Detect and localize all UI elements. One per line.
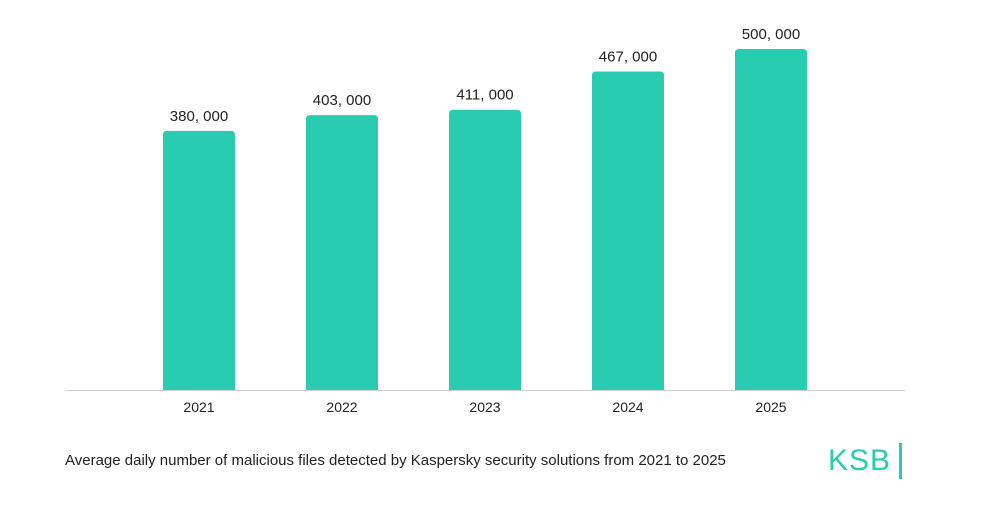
bar [163, 130, 235, 390]
x-tick-label: 2022 [326, 399, 357, 415]
bar-value-label: 411, 000 [456, 87, 513, 104]
bar-value-label: 500, 000 [742, 26, 800, 43]
bar [306, 115, 378, 391]
x-tick-label: 2023 [469, 399, 500, 415]
value-labels-group: 380, 000 403, 000 411, 000 467, 000 500, 000 [170, 26, 800, 125]
bar [735, 49, 807, 390]
x-tick-label: 2021 [183, 399, 214, 415]
bar-value-label: 380, 000 [170, 108, 228, 125]
logo-text: KSB [828, 444, 892, 477]
x-tick-labels-group: 2021 2022 2023 2024 2025 [183, 399, 786, 415]
bar [449, 109, 521, 390]
bar-value-label: 403, 000 [313, 92, 371, 109]
ksb-logo: KSB [828, 442, 903, 480]
chart-caption: Average daily number of malicious files … [65, 452, 726, 469]
bar-chart: 380, 000 403, 000 411, 000 467, 000 500, 000… [65, 26, 905, 415]
x-tick-label: 2024 [612, 399, 643, 415]
bars-group [163, 49, 807, 391]
bar [592, 71, 664, 391]
x-tick-label: 2025 [755, 399, 786, 415]
logo-bar-mark [899, 443, 903, 479]
bar-value-label: 467, 000 [599, 49, 657, 66]
